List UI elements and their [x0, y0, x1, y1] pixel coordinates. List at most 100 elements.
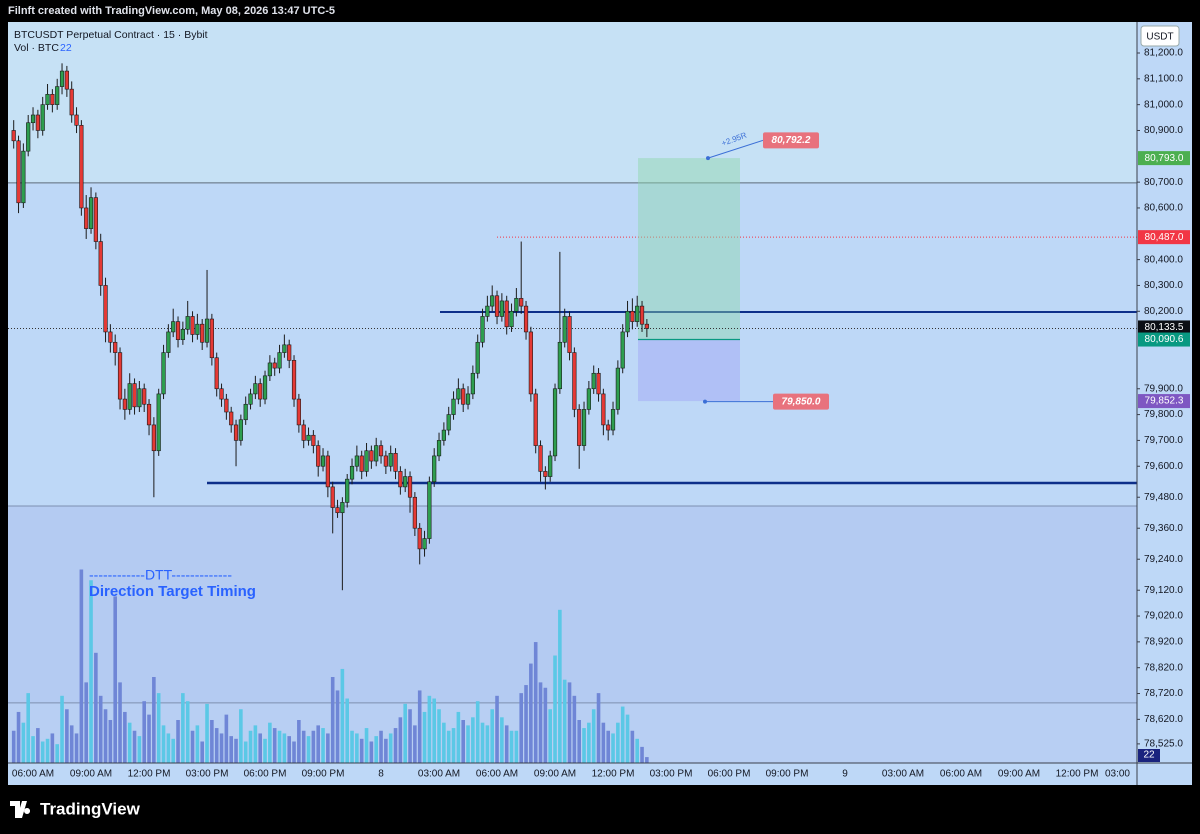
volume-bar [147, 714, 151, 763]
candle-body [446, 414, 451, 431]
volume-bar [625, 714, 630, 763]
volume-bar [195, 725, 200, 763]
volume-bar [446, 730, 451, 763]
candle-body [146, 403, 152, 426]
candle-body [412, 496, 417, 529]
y-tick-label: 79,020.0 [1144, 611, 1183, 622]
volume-bar [582, 728, 586, 763]
candle-body [374, 445, 379, 462]
volume-bar [519, 693, 523, 763]
y-tick-label: 80,400.0 [1144, 254, 1183, 265]
candle-body [485, 305, 490, 317]
volume-bar [533, 642, 538, 763]
candle-body [142, 388, 147, 405]
candle-body [490, 295, 495, 307]
volume-bar [142, 701, 146, 763]
target-connector [707, 139, 764, 159]
volume-bar [355, 733, 359, 763]
volume-bar [243, 741, 248, 763]
volume-bar [567, 682, 572, 763]
candle-body [93, 197, 98, 242]
volume-bar [108, 720, 113, 763]
candle-body [175, 321, 181, 340]
y-tick-label: 79,480.0 [1144, 492, 1183, 503]
last-price: 80,133.5 [1145, 322, 1184, 333]
footer-brand: TradingView [40, 799, 141, 818]
candle-body [108, 331, 113, 343]
x-tick-label: 09:00 AM [534, 769, 576, 780]
volume-bar [272, 728, 277, 763]
target-tag: 80,793.0 [1145, 153, 1184, 164]
candle-body [151, 424, 156, 452]
volume-bar [297, 720, 301, 763]
candle-body [316, 445, 321, 467]
currency-box[interactable] [1140, 25, 1180, 47]
candle-body [635, 305, 640, 322]
entry-tag: 80,090.6 [1145, 334, 1184, 345]
candle-body [465, 393, 471, 405]
candle-body [296, 398, 301, 426]
candle-body [364, 450, 369, 472]
candle-body [325, 455, 330, 488]
volume-bar [132, 730, 137, 763]
y-tick-label: 79,120.0 [1144, 585, 1183, 596]
x-tick-label: 03:00 PM [186, 769, 229, 780]
volume-tag-box [1138, 749, 1160, 762]
volume-bar [214, 728, 219, 763]
volume-bar [26, 693, 30, 763]
level-tag-box [1138, 230, 1190, 245]
volume-bar [388, 733, 393, 763]
candle-body [519, 298, 524, 307]
x-tick-label: 03:00 PM [650, 769, 693, 780]
candle-body [383, 455, 388, 467]
volume-bar [413, 725, 417, 763]
tv-logo [10, 801, 31, 818]
x-tick-label: 06:00 AM [476, 769, 518, 780]
candle-body [548, 455, 553, 477]
candle-body [572, 352, 577, 410]
candle-body [403, 476, 408, 488]
candle-body [335, 507, 340, 514]
currency: USDT [1146, 32, 1173, 43]
y-tick-label: 79,360.0 [1144, 523, 1183, 534]
candle-body [533, 393, 538, 446]
candle-body [625, 310, 630, 333]
volume-bar [74, 733, 79, 763]
volume-bar [89, 580, 93, 763]
candle-body [262, 375, 268, 400]
volume-bar [16, 711, 21, 763]
stop-dot [703, 399, 707, 404]
y-tick-label: 79,700.0 [1144, 435, 1183, 446]
candle-body [601, 393, 606, 426]
candle-body [55, 86, 60, 105]
volume-bar [292, 741, 296, 763]
volume-bar [606, 730, 610, 763]
volume-bar [572, 695, 577, 763]
candle-body [40, 104, 45, 131]
candle-body [137, 388, 142, 408]
candle-body [166, 331, 171, 353]
candle-body [417, 527, 422, 550]
candle-body [639, 305, 645, 325]
volume-bar [548, 709, 552, 763]
candle-body [494, 295, 500, 317]
volume-bar [587, 722, 591, 763]
candle-body [98, 241, 103, 286]
candle-body [407, 476, 413, 498]
volume-bar [200, 741, 204, 763]
candle-body [523, 305, 529, 333]
dtt-line: ------------DTT------------- [89, 567, 232, 583]
candle-body [277, 352, 282, 369]
candle-body [306, 434, 311, 441]
volume-bar [171, 738, 175, 763]
volume-bar [553, 655, 557, 763]
candle-body [557, 341, 562, 390]
candle-body [393, 453, 398, 472]
candle-body [349, 465, 355, 480]
volume-bar [69, 725, 74, 763]
volume-bar [316, 725, 320, 763]
level-tag: 80,487.0 [1145, 232, 1184, 243]
volume-bar [210, 720, 214, 763]
x-tick-label: 9 [842, 769, 848, 780]
